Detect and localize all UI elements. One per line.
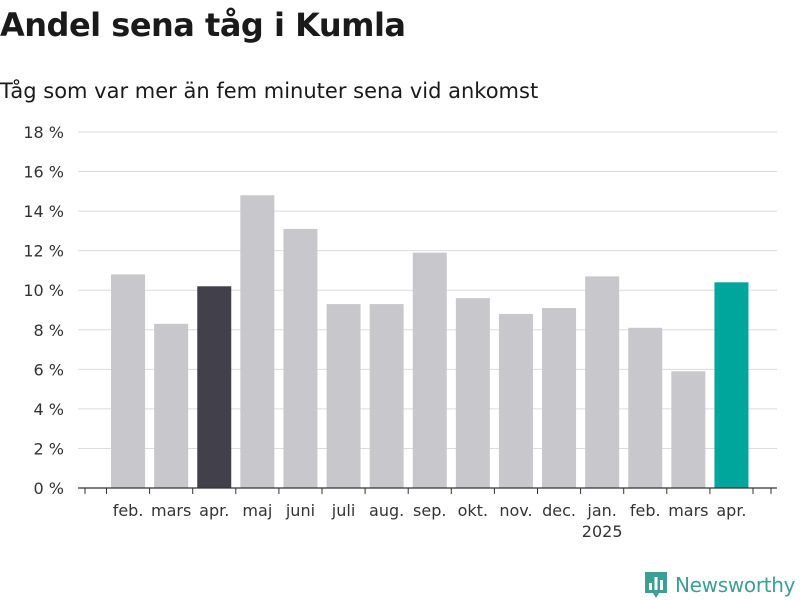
x-tick-label: apr. [199, 501, 229, 520]
bar [455, 298, 490, 488]
bar [283, 228, 318, 488]
bar [326, 304, 361, 488]
bar [542, 308, 577, 488]
y-tick-label: 18 % [23, 123, 64, 142]
x-tick-label: nov. [499, 501, 532, 520]
brand-name: Newsworthy [675, 573, 796, 597]
y-tick-label: 12 % [23, 242, 64, 261]
bar [369, 304, 404, 488]
y-axis: 0 % 2 % 4 % 6 % 8 % 10 % 12 % 14 % 16 % 18 % [23, 123, 64, 498]
x-axis: feb. mars apr. maj juni juli aug. sep. okt. nov. d… [78, 487, 777, 541]
bar [628, 327, 663, 488]
bar [585, 276, 620, 488]
x-tick-label: mars [151, 501, 191, 520]
brand-logo: Newsworthy [644, 570, 796, 600]
x-tick-label: apr. [716, 501, 746, 520]
x-tick-label: juni [285, 501, 315, 520]
chart-subtitle: Tåg som var mer än fem minuter sena vid … [0, 79, 539, 103]
bar [498, 313, 533, 488]
x-tick-label: mars [668, 501, 708, 520]
bar [197, 286, 232, 488]
x-tick-label: dec. [542, 501, 576, 520]
x-tick-label: feb. [113, 501, 144, 520]
bar [111, 274, 146, 488]
bar [240, 195, 275, 489]
newsworthy-logo-icon [645, 572, 667, 598]
bar [412, 252, 447, 488]
x-year-label: 2025 [582, 522, 623, 541]
bar [671, 371, 706, 488]
chart-title: Andel sena tåg i Kumla [0, 6, 406, 44]
y-tick-label: 2 % [34, 439, 64, 458]
y-tick-label: 16 % [23, 163, 64, 182]
x-tick-label: maj [242, 501, 272, 520]
bar-chart: 0 % 2 % 4 % 6 % 8 % 10 % 12 % 14 % 16 % 18 % feb.… [23, 123, 777, 541]
x-tick-label: sep. [413, 501, 446, 520]
bar [714, 282, 749, 488]
bars [111, 195, 749, 489]
y-tick-label: 8 % [34, 321, 64, 340]
y-tick-label: 0 % [34, 479, 64, 498]
y-tick-label: 14 % [23, 202, 64, 221]
x-tick-label: jan. [586, 501, 616, 520]
x-tick-label: okt. [458, 501, 488, 520]
x-tick-label: aug. [369, 501, 404, 520]
x-tick-label: feb. [630, 501, 661, 520]
y-tick-label: 4 % [34, 400, 64, 419]
y-tick-label: 6 % [34, 360, 64, 379]
bar [154, 323, 189, 488]
y-tick-label: 10 % [23, 281, 64, 300]
x-tick-label: juli [331, 501, 355, 520]
